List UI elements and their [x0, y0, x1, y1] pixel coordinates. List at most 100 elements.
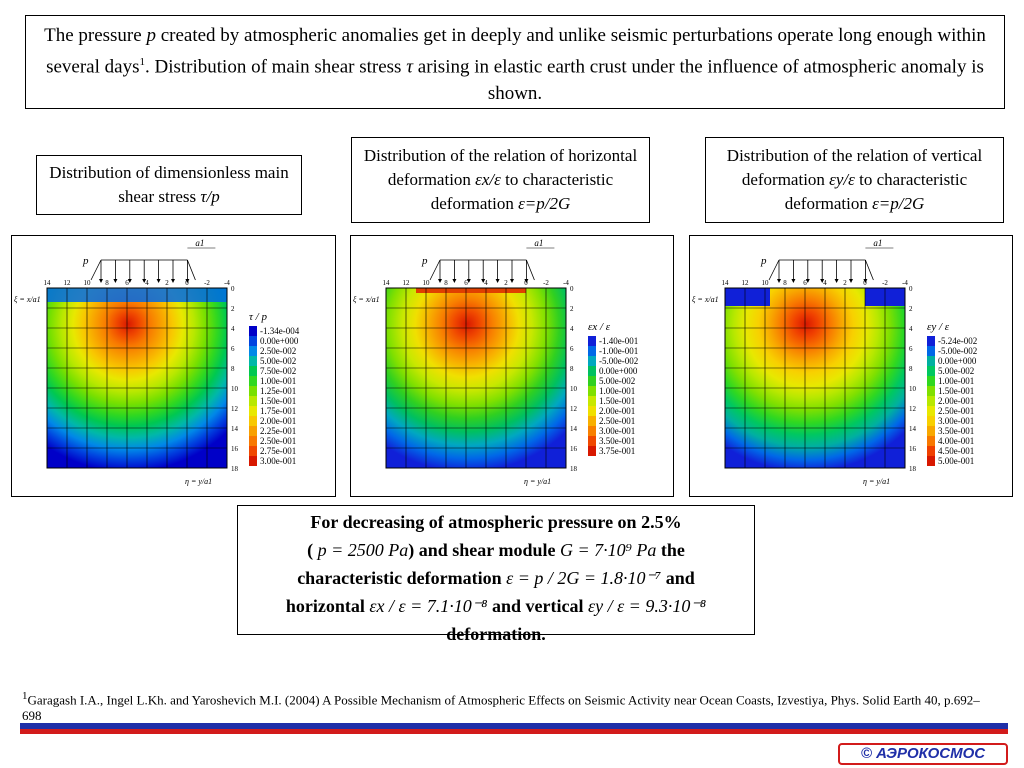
legend-label: 3.00e-001	[599, 426, 635, 436]
load-arrow-head	[834, 279, 839, 283]
top-tick-label: 12	[64, 279, 72, 287]
eta-axis-label: η = y/a1	[185, 477, 212, 486]
legend-swatch	[588, 336, 596, 346]
top-tick-label: 6	[464, 279, 468, 287]
load-arrow-head	[99, 279, 103, 283]
contour-surface-band-left	[725, 288, 770, 306]
eta-axis-label: η = y/a1	[524, 477, 551, 486]
right-tick-label: 2	[909, 305, 913, 313]
plot-frame	[724, 287, 906, 469]
legend-swatch	[927, 436, 935, 446]
right-tick-label: 8	[909, 365, 913, 373]
legend-label: -1.34e-004	[260, 326, 300, 336]
pressure-label: p	[421, 255, 428, 267]
formula-line-3: characteristic deformation ε = p / 2G = …	[242, 564, 750, 592]
top-tick-label: 12	[742, 279, 750, 287]
a1-label: a1	[195, 238, 204, 248]
right-tick-label: 12	[570, 405, 578, 413]
legend-title: τ / p	[249, 311, 267, 323]
top-tick-label: 2	[504, 279, 508, 287]
formula-math: εy / ε = 9.3·10⁻⁸	[588, 596, 707, 616]
right-tick-label: 0	[570, 285, 574, 293]
top-tick-label: 4	[823, 279, 827, 287]
load-arrow-head	[127, 279, 132, 283]
intro-footnote-mark: 1	[139, 56, 145, 68]
load-arrow-head	[524, 279, 529, 283]
legend-swatch	[927, 396, 935, 406]
pressure-label: p	[82, 255, 89, 267]
reference-footnote: 1Garagash I.A., Ingel L.Kh. and Yaroshev…	[22, 688, 997, 724]
load-slope	[429, 259, 441, 281]
caption-text: Distribution of dimensionless main shear…	[49, 163, 289, 206]
top-tick-label: 10	[762, 279, 770, 287]
formula-math: ε = p / 2G = 1.8·10⁻⁷	[506, 568, 662, 588]
right-tick-label: 6	[231, 345, 235, 353]
reference-mark: 1	[22, 690, 28, 702]
formula-text: characteristic deformation	[297, 568, 507, 588]
caption-tail: to characteristic deformation	[784, 170, 968, 213]
legend-label: 1.00e-001	[938, 376, 974, 386]
legend-label: 1.00e-001	[599, 386, 635, 396]
legend-label: 1.00e-001	[260, 376, 296, 386]
legend-label: 2.50e-002	[260, 346, 296, 356]
caption-math-2: ε=p/2G	[872, 194, 925, 213]
formula-math: εx / ε = 7.1·10⁻⁸	[369, 596, 488, 616]
top-tick-label: 14	[722, 279, 730, 287]
aerokosmos-logo: © АЭРОКОСМОС	[838, 743, 1008, 765]
load-slope-right	[865, 259, 874, 281]
legend-label: 2.50e-001	[260, 436, 296, 446]
legend-swatch	[249, 346, 257, 356]
right-tick-label: 10	[570, 385, 578, 393]
legend-label: 2.75e-001	[260, 446, 296, 456]
right-tick-label: 10	[909, 385, 917, 393]
legend-swatch	[927, 336, 935, 346]
load-arrow-head	[156, 279, 161, 283]
logo-text: © АЭРОКОСМОС	[860, 745, 986, 762]
top-tick-label: 14	[383, 279, 391, 287]
legend-label: 3.50e-001	[599, 436, 635, 446]
right-tick-label: 0	[909, 285, 913, 293]
legend-label: 5.00e-002	[938, 366, 974, 376]
top-tick-label: 0	[863, 279, 867, 287]
xi-axis-label: ξ = x/a1	[692, 295, 719, 304]
legend-label: 0.00e+000	[938, 356, 977, 366]
load-arrow-head	[113, 279, 118, 283]
load-arrow-head	[438, 279, 442, 283]
legend-swatch	[588, 376, 596, 386]
load-arrow-head	[185, 279, 190, 283]
load-slope-right	[187, 259, 196, 281]
right-tick-label: 12	[231, 405, 239, 413]
legend-label: 7.50e-002	[260, 366, 296, 376]
top-tick-label: 2	[165, 279, 169, 287]
top-tick-label: 0	[524, 279, 528, 287]
legend-swatch	[927, 416, 935, 426]
shear-stress-contour-plot: 14 12 10 8 6 4 2 0 -2 -4 0 2 4 6 8 10 12 14 16 18 p a1 ξ = x/a…	[11, 235, 336, 497]
right-tick-label: 14	[570, 425, 578, 433]
formula-line-5: deformation.	[446, 624, 546, 644]
intro-text-box: The pressure p created by atmospheric an…	[25, 15, 1005, 109]
caption-tail: to characteristic deformation	[430, 170, 614, 213]
right-tick-label: 16	[909, 445, 917, 453]
legend-label: 2.00e-001	[599, 406, 635, 416]
intro-text-1: The pressure	[44, 25, 147, 46]
legend-label: 1.50e-001	[260, 396, 296, 406]
caption-math: τ/p	[200, 187, 220, 206]
intro-text-3: . Distribution of main shear stress	[144, 56, 407, 78]
legend-label: 5.00e-001	[938, 456, 974, 466]
a1-label: a1	[534, 238, 543, 248]
load-arrow-head	[777, 279, 781, 283]
caption-math: εy/ε	[829, 170, 855, 189]
legend-label: 2.25e-001	[260, 426, 296, 436]
legend-label: 2.50e-001	[599, 416, 635, 426]
legend-swatch	[927, 376, 935, 386]
legend-swatch	[927, 456, 935, 466]
legend-label: 0.00e+000	[599, 366, 638, 376]
legend-label: 2.00e-001	[260, 416, 296, 426]
top-tick-label: -4	[563, 279, 569, 287]
plot-frame	[46, 287, 228, 469]
legend-label: 3.00e-001	[260, 456, 296, 466]
legend-swatch	[249, 416, 257, 426]
contour-surface-band	[416, 288, 526, 293]
